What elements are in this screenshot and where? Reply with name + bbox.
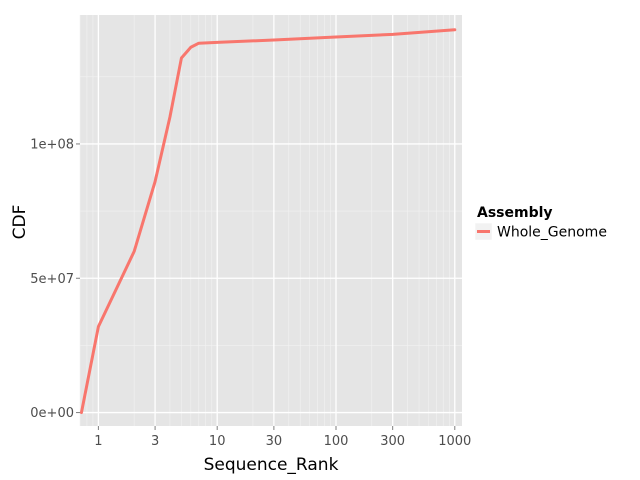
x-tick-marks [97, 426, 456, 430]
x-tick-labels: 1 3 10 30 100 300 1000 [94, 434, 471, 449]
y-tick-labels: 0e+00 5e+07 1e+08 [30, 137, 74, 421]
legend: Assembly Whole_Genome [474, 205, 607, 241]
x-tick-label: 1 [94, 434, 102, 449]
major-y-gridlines [80, 143, 462, 414]
x-tick-label: 100 [324, 434, 349, 449]
x-tick-label: 1000 [438, 434, 471, 449]
x-tick-label: 10 [209, 434, 226, 449]
legend-items: Whole_Genome [474, 222, 607, 241]
minor-x-gridlines [79, 15, 450, 426]
y-axis-title: CDF [10, 205, 30, 240]
series-line-whole-genome [79, 28, 457, 415]
x-axis-title: Sequence_Rank [204, 455, 339, 475]
legend-label: Whole_Genome [497, 225, 607, 241]
x-tick-label: 300 [380, 434, 405, 449]
minor-y-gridlines [80, 76, 462, 346]
series-layer [79, 28, 457, 415]
major-x-gridlines [97, 15, 456, 426]
legend-title: Assembly [477, 205, 553, 221]
x-tick-label: 30 [266, 434, 283, 449]
y-tick-label: 0e+00 [30, 406, 74, 421]
y-tick-label: 5e+07 [30, 272, 74, 287]
x-tick-label: 3 [151, 434, 159, 449]
y-tick-marks [76, 143, 80, 414]
y-tick-label: 1e+08 [30, 137, 74, 152]
